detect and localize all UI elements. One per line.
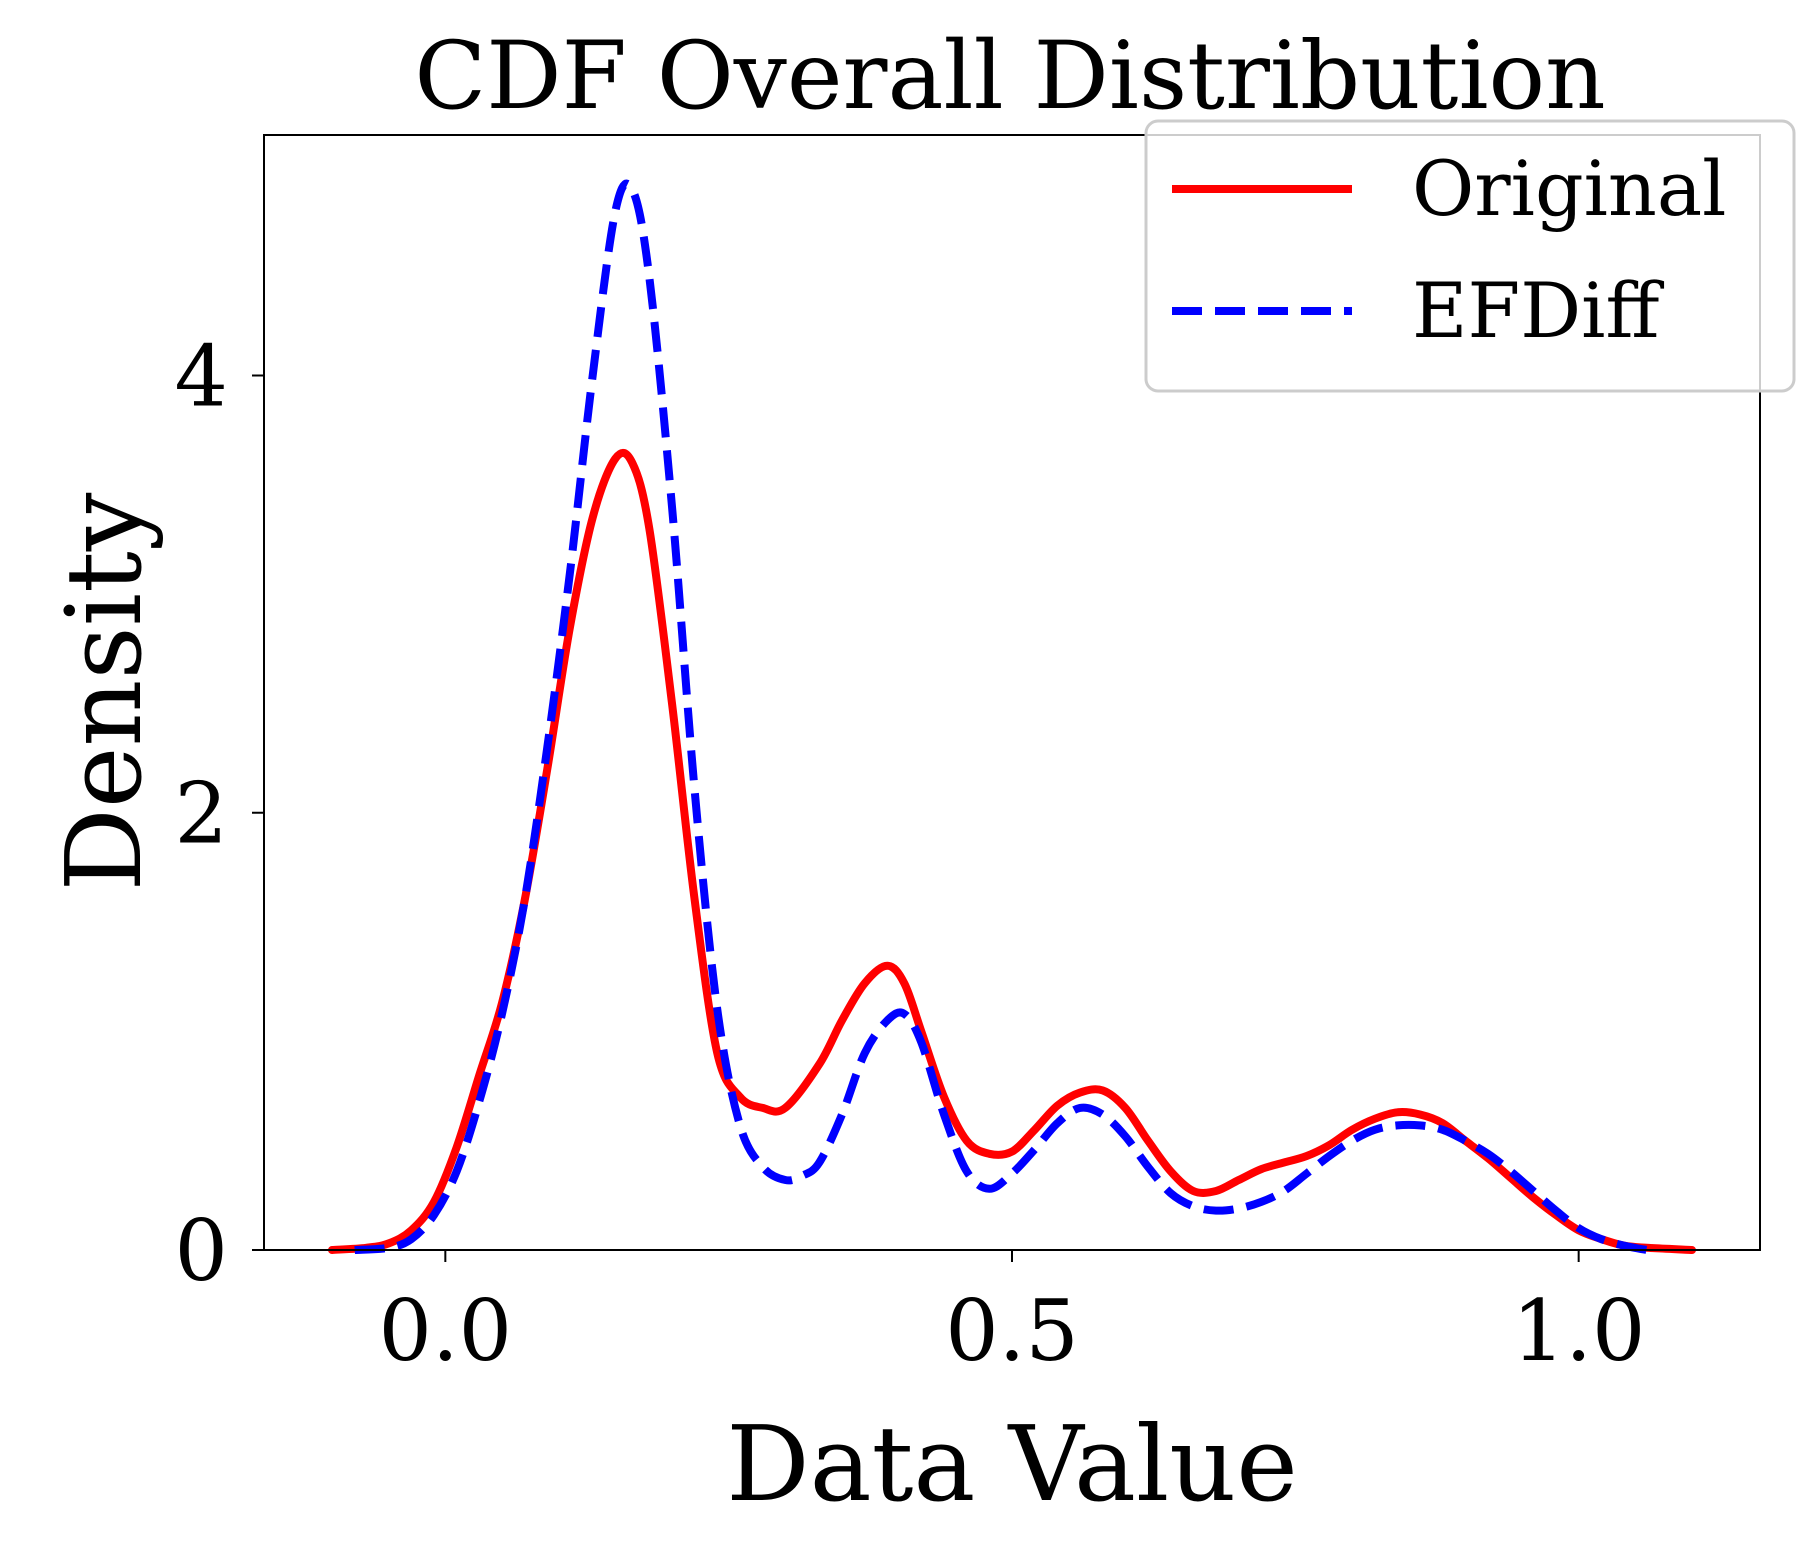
x-tick-label: 0.5: [945, 1282, 1079, 1380]
y-axis-label: Density: [43, 492, 165, 891]
chart-title: CDF Overall Distribution: [414, 22, 1605, 131]
x-axis: 0.0 0.5 1.0: [379, 1250, 1646, 1380]
series-line-original: [328, 448, 1696, 1254]
series-layer: [328, 179, 1696, 1254]
legend: Original EFDiff: [1144, 119, 1796, 393]
legend-label-efdiff: EFDiff: [1412, 266, 1664, 355]
series-line-efdiff: [354, 179, 1648, 1254]
y-tick-label: 2: [175, 765, 228, 863]
y-axis: 0 2 4: [175, 327, 264, 1300]
x-tick-label: 0.0: [379, 1282, 513, 1380]
x-tick-label: 1.0: [1512, 1282, 1646, 1380]
y-tick-label: 0: [175, 1202, 228, 1300]
x-axis-label: Data Value: [726, 1403, 1298, 1525]
legend-label-original: Original: [1412, 144, 1726, 233]
y-tick-label: 4: [175, 327, 228, 425]
